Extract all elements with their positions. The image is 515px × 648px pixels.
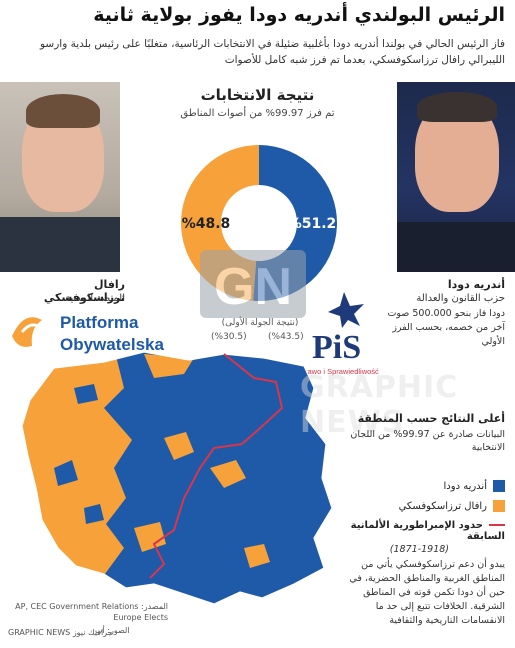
- results-title: نتيجة الانتخابات: [200, 86, 315, 104]
- legend-title: أعلى النتائج حسب المنطقة: [357, 412, 505, 425]
- duda-swatch: [493, 480, 505, 492]
- watermark: GRAPHIC NEWS: [300, 370, 459, 440]
- duda-name: أندريه دودا: [447, 278, 505, 291]
- duda-pct-label: %51.2: [288, 216, 337, 232]
- first-round-label: (نتيجة الجولة الأولى): [221, 318, 299, 328]
- headline: الرئيس البولندي أندريه دودا يفوز بولاية …: [93, 4, 505, 26]
- trzaskowski-first-round: (%30.5): [211, 332, 247, 342]
- trzaskowski-party: المنصة المدنية: [65, 293, 125, 304]
- duda-first-round: (%43.5): [268, 332, 304, 342]
- photo-credit: الصور: أب: [95, 626, 130, 635]
- legend-border: حدود الإمبراطورية الألمانية السابقة: [330, 520, 505, 542]
- pis-logo-text: PiS: [312, 329, 361, 366]
- trzaskowski-pct-label: %48.8: [182, 216, 231, 232]
- duda-party: حزب القانون والعدالة: [416, 293, 505, 304]
- intro-text: فاز الرئيس الحالي في بولندا أندريه دودا …: [39, 38, 505, 66]
- duda-photo: [397, 82, 515, 272]
- legend-subtitle: البيانات صادرة عن 99.97% من اللجان الانت…: [350, 429, 505, 453]
- platforma-logo-line2: Obywatelska: [60, 335, 164, 354]
- legend-note: يبدو أن دعم ترزاسكوفسكي يأتي من المناطق …: [349, 559, 505, 626]
- legend-border-years: (1871-1918): [389, 544, 449, 555]
- legend-duda-label: أندريه دودا: [443, 481, 487, 492]
- gn-logo: GN: [200, 250, 306, 318]
- trzaskowski-swatch: [493, 500, 505, 512]
- pis-logo: PiS Prawo i Sprawiedliwość: [300, 292, 379, 376]
- trzaskowski-name: رافال ترزاسكوفسكي: [43, 278, 125, 304]
- legend-duda: أندريه دودا: [335, 480, 505, 492]
- gn-logo-text: GN: [214, 258, 292, 316]
- credit: GRAPHIC NEWS جرافيك نيوز: [8, 628, 113, 637]
- platforma-logo-line1: Platforma: [60, 313, 139, 332]
- poland-map: [21, 351, 333, 605]
- legend-trzaskowski: رافال ترزاسكوفسكي: [335, 500, 505, 512]
- legend-border-label: حدود الإمبراطورية الألمانية السابقة: [350, 520, 505, 542]
- platforma-logo: Platforma Obywatelska: [12, 313, 164, 354]
- trzaskowski-photo: [0, 82, 120, 272]
- border-swatch: [489, 524, 505, 526]
- legend-trzaskowski-label: رافال ترزاسكوفسكي: [398, 501, 487, 512]
- source: المصدر: AP, CEC Government Relations Eur…: [15, 602, 168, 622]
- pis-logo-sub: Prawo i Sprawiedliwość: [300, 367, 379, 376]
- duda-description: دودا فاز بنحو 500.000 صوت آخر من خصمه، ب…: [387, 308, 505, 347]
- results-subtitle: تم فرز 99.97% من أصوات المناطق: [180, 108, 335, 119]
